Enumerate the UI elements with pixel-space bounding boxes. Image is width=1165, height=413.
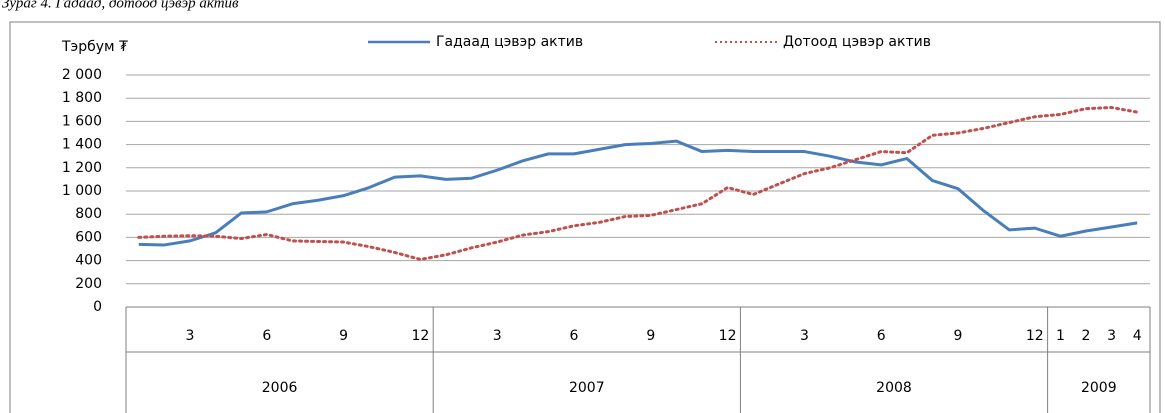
x-tick-label: 3 xyxy=(1107,328,1116,344)
series-line xyxy=(137,105,1139,261)
x-tick-label: 2 xyxy=(1082,328,1091,344)
x-tick-label: 6 xyxy=(262,328,271,344)
legend-label: Дотоод цэвэр актив xyxy=(783,34,931,50)
y-tick-label: 0 xyxy=(93,299,102,315)
x-tick-label: 9 xyxy=(339,328,348,344)
y-tick-label: 200 xyxy=(75,276,102,292)
x-tick-label: 4 xyxy=(1133,328,1142,344)
series-line xyxy=(138,139,1138,247)
x-tick-label: 12 xyxy=(1026,328,1044,344)
legend-label: Гадаад цэвэр актив xyxy=(436,34,583,50)
x-tick-label: 12 xyxy=(719,328,737,344)
chart-title: Зураг 4. Гадаад, дотоод цэвэр актив xyxy=(2,0,239,11)
x-tick-label: 1 xyxy=(1056,328,1065,344)
x-tick-label: 12 xyxy=(411,328,429,344)
y-tick-label: 1 200 xyxy=(62,160,102,176)
y-tick-label: 1 000 xyxy=(62,183,102,199)
y-tick-label: 2 000 xyxy=(62,67,102,83)
y-tick-label: 1 600 xyxy=(62,113,102,129)
y-axis-label: Тэрбум ₮ xyxy=(61,39,128,55)
x-tick-label: 6 xyxy=(570,328,579,344)
x-group-label: 2006 xyxy=(262,380,298,396)
x-tick-label: 9 xyxy=(954,328,963,344)
x-tick-label: 6 xyxy=(877,328,886,344)
x-tick-label: 9 xyxy=(646,328,655,344)
x-group-label: 2009 xyxy=(1081,380,1117,396)
chart-frame xyxy=(9,21,1161,413)
x-tick-label: 3 xyxy=(186,328,195,344)
x-tick-label: 3 xyxy=(800,328,809,344)
x-group-label: 2007 xyxy=(569,380,605,396)
y-tick-label: 400 xyxy=(75,253,102,269)
x-group-label: 2008 xyxy=(876,380,912,396)
y-tick-label: 1 800 xyxy=(62,90,102,106)
y-tick-label: 800 xyxy=(75,206,102,222)
x-tick-label: 3 xyxy=(493,328,502,344)
y-tick-label: 600 xyxy=(75,229,102,245)
y-tick-label: 1 400 xyxy=(62,137,102,153)
